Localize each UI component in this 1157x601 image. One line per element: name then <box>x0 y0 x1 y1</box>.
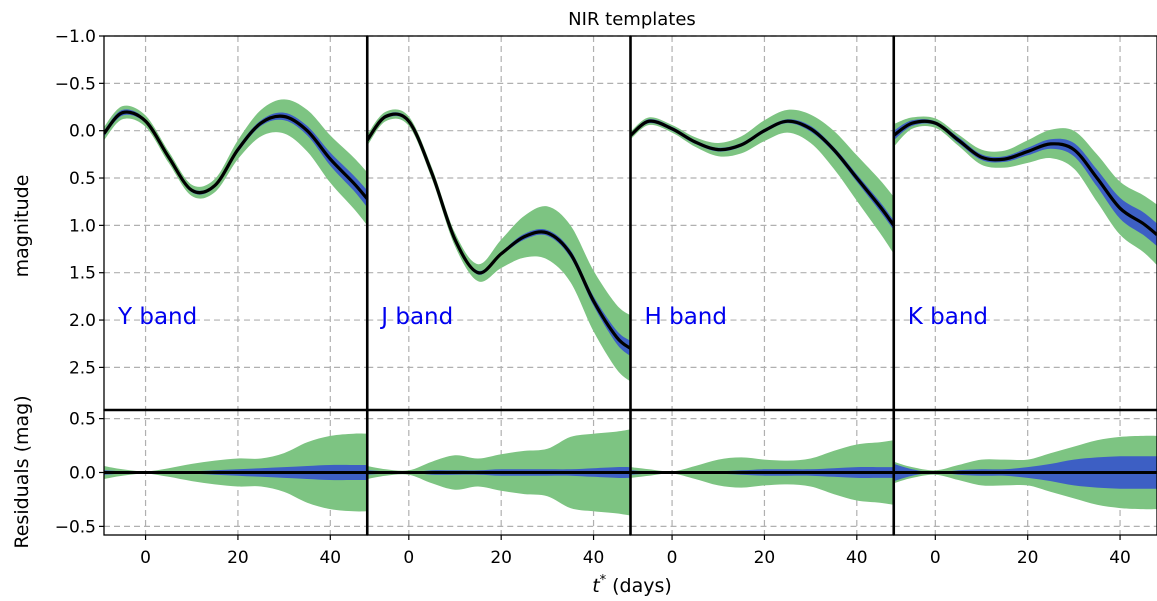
outer-band-k-band <box>893 116 1157 266</box>
x-tick-label: 0 <box>667 548 678 568</box>
mean-line-h-band <box>630 119 894 227</box>
y-tick-label-top: 0.0 <box>69 122 96 142</box>
x-tick-label: 0 <box>930 548 941 568</box>
x-tick-label: 20 <box>1017 548 1039 568</box>
residual-panel-y-band <box>104 433 368 512</box>
top-panel-h-band <box>630 109 894 254</box>
x-axis-label-sup: * <box>600 573 607 588</box>
x-tick-label: 0 <box>140 548 151 568</box>
band-label-k-band: K band <box>908 304 988 330</box>
top-panel-frame <box>366 35 632 411</box>
band-label-h-band: H band <box>645 304 727 330</box>
x-tick-label: 40 <box>319 548 341 568</box>
top-panel-k-band <box>893 116 1157 266</box>
band-label-y-band: Y band <box>117 304 197 330</box>
residual-panel-k-band <box>893 435 1157 510</box>
x-axis-label: t* (days) <box>592 573 672 597</box>
y-tick-label-top: 2.0 <box>69 311 96 331</box>
outer-band-j-band <box>367 109 631 382</box>
y-tick-label-bottom: −0.5 <box>55 517 96 537</box>
outer-band-y-band <box>104 99 368 226</box>
top-panel-frame <box>103 35 368 411</box>
mean-line-j-band <box>367 112 631 350</box>
top-panel-y-band <box>104 99 368 226</box>
x-tick-label: 0 <box>403 548 414 568</box>
y-tick-label-top: 0.5 <box>69 169 96 189</box>
chart-title: NIR templates <box>568 9 696 30</box>
residual-panel-j-band <box>367 429 631 516</box>
mean-line-k-band <box>893 119 1157 237</box>
mean-line-y-band <box>104 110 368 200</box>
y-axis-label-magnitude: magnitude <box>11 175 33 278</box>
x-tick-label: 40 <box>1109 548 1131 568</box>
y-tick-label-top: 2.5 <box>69 358 96 378</box>
y-tick-label-top: 1.0 <box>69 216 96 236</box>
y-tick-label-top: −0.5 <box>55 74 96 94</box>
y-tick-label-bottom: 0.5 <box>69 410 96 430</box>
x-tick-label: 20 <box>490 548 512 568</box>
x-axis-label-var: t <box>592 575 601 597</box>
x-tick-label: 40 <box>846 548 868 568</box>
inner-band-k-band <box>893 119 1157 247</box>
y-tick-label-top: −1.0 <box>55 27 96 47</box>
x-axis-label-unit: (days) <box>612 575 672 597</box>
x-tick-label: 20 <box>754 548 776 568</box>
band-label-j-band: J band <box>379 304 453 330</box>
residual-panel-h-band <box>630 440 894 505</box>
panels-group: Y band 0 20 40 J band 0 20 40 H band 0 20 40 K band 0… <box>55 27 1157 568</box>
x-tick-label: 20 <box>227 548 249 568</box>
top-panel-j-band <box>367 109 631 382</box>
y-axis-label-residuals: Residuals (mag) <box>11 395 33 548</box>
top-panel-frame <box>629 35 895 411</box>
y-tick-label-bottom: 0.0 <box>69 464 96 484</box>
x-tick-label: 40 <box>583 548 605 568</box>
y-tick-label-top: 1.5 <box>69 264 96 284</box>
